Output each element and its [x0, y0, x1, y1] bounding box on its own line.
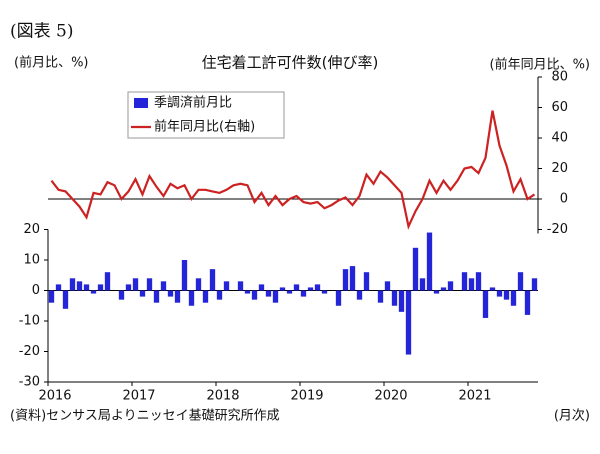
bar — [321, 290, 328, 294]
x-tick-label: 2018 — [206, 389, 239, 404]
y2-tick-label: 40 — [551, 131, 568, 146]
y2-tick-label: 20 — [551, 161, 568, 176]
bar — [48, 290, 55, 303]
bar — [153, 290, 160, 303]
bar — [76, 281, 83, 291]
bar — [510, 290, 517, 306]
bar — [55, 284, 62, 291]
bar — [356, 290, 363, 300]
y-tick-label: -30 — [19, 375, 40, 390]
bar — [517, 272, 524, 291]
bar — [167, 290, 174, 297]
y2-tick-label: 0 — [560, 192, 568, 207]
bar — [104, 272, 111, 291]
bar — [97, 284, 104, 291]
source-note: (資料)センサス局よりニッセイ基礎研究所作成 — [10, 409, 280, 424]
bar — [531, 278, 538, 291]
bar — [398, 290, 405, 312]
bar — [496, 290, 503, 297]
bar — [188, 290, 195, 306]
bar — [244, 290, 251, 294]
bar — [468, 278, 475, 291]
bar — [440, 287, 447, 291]
y-axis-label: (前月比、%) — [14, 55, 89, 71]
legend-swatch — [134, 98, 148, 108]
bar — [195, 278, 202, 291]
bar — [265, 290, 272, 297]
bar — [160, 281, 167, 291]
line — [50, 110, 536, 230]
bar — [216, 290, 223, 300]
bar — [335, 290, 342, 306]
bar — [132, 278, 139, 291]
bar — [503, 290, 510, 300]
y2-tick-label: 60 — [551, 100, 568, 115]
bar — [426, 232, 433, 291]
bar — [384, 281, 391, 291]
x-tick-label: 2016 — [38, 389, 71, 404]
y-tick-label: 20 — [23, 222, 40, 237]
bar — [62, 290, 69, 309]
bar — [125, 284, 132, 291]
x-tick-label: 2017 — [122, 389, 155, 404]
bar — [181, 260, 188, 291]
y-tick-label: 10 — [23, 253, 40, 268]
bar — [447, 281, 454, 291]
bar — [223, 281, 230, 291]
bar — [209, 269, 216, 291]
bar — [202, 290, 209, 303]
bar — [391, 290, 398, 306]
y2-tick-label: -20 — [547, 222, 568, 237]
bar — [83, 284, 90, 291]
bar — [90, 290, 97, 294]
bar — [293, 284, 300, 291]
bar — [251, 290, 258, 300]
bar — [412, 247, 419, 291]
y2-axis-label: (前年同月比、%) — [490, 57, 591, 73]
bar — [237, 281, 244, 291]
bar — [307, 287, 314, 291]
y-tick-label: -10 — [19, 314, 40, 329]
bar — [139, 290, 146, 297]
bar — [258, 284, 265, 291]
chart-title: 住宅着工許可件数(伸び率) — [202, 54, 379, 72]
bar — [300, 290, 307, 297]
bar — [174, 290, 181, 303]
x-axis-label: (月次) — [554, 408, 590, 424]
legend-box — [127, 91, 285, 139]
bar — [419, 278, 426, 291]
y2-tick-label: 80 — [551, 70, 568, 85]
bar — [272, 290, 279, 303]
bar — [524, 290, 531, 315]
legend-label: 前年同月比(右軸) — [154, 119, 255, 135]
bar — [489, 287, 496, 291]
bar — [433, 290, 440, 294]
bar — [405, 290, 412, 355]
bar — [118, 290, 125, 300]
bar — [314, 284, 321, 291]
x-tick-label: 2020 — [374, 389, 407, 404]
bar — [461, 272, 468, 291]
bar — [286, 290, 293, 294]
bar — [146, 278, 153, 291]
y-tick-label: 0 — [32, 283, 40, 298]
bar — [363, 272, 370, 291]
y-tick-label: -20 — [19, 344, 40, 359]
bar — [342, 269, 349, 291]
bar — [69, 278, 76, 291]
figure-label: (図表 5) — [10, 22, 73, 42]
bar — [349, 266, 356, 291]
bar — [482, 290, 489, 318]
legend-label: 季調済前月比 — [154, 95, 232, 111]
x-tick-label: 2021 — [458, 389, 491, 404]
x-tick-label: 2019 — [290, 389, 323, 404]
bar — [279, 287, 286, 291]
bar — [475, 272, 482, 291]
bar — [377, 290, 384, 303]
